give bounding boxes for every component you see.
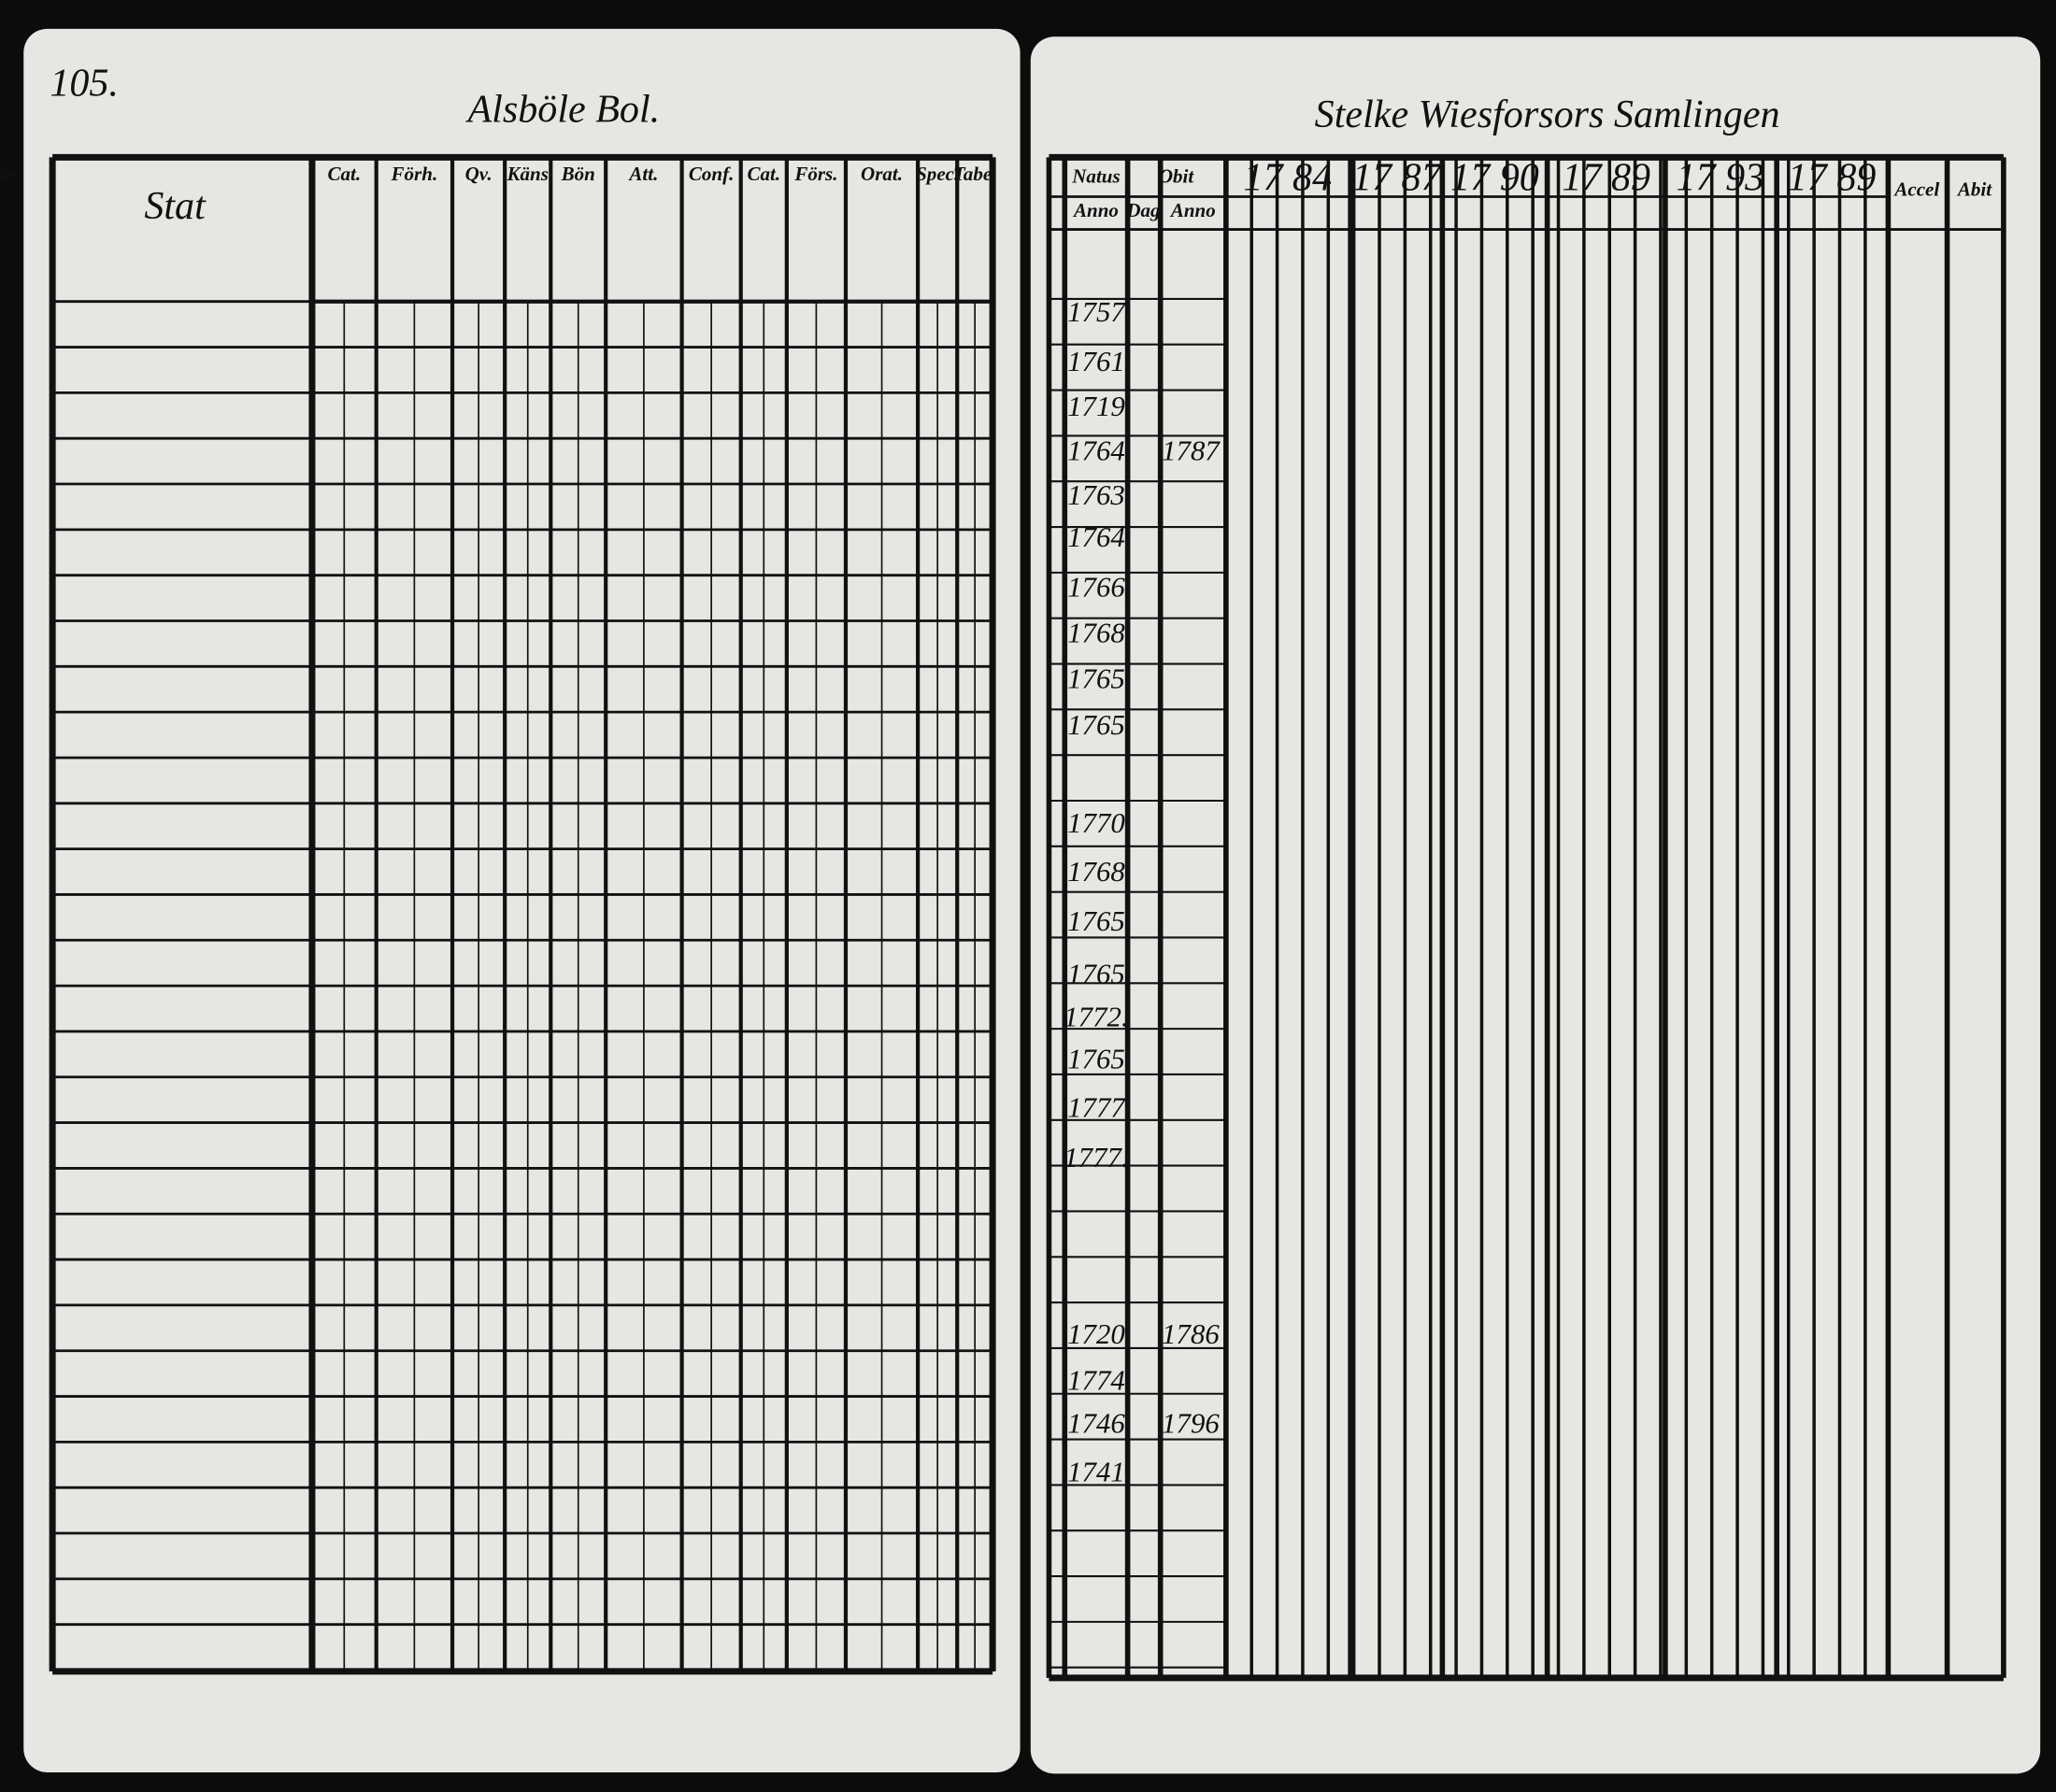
year-header: 17 89 (1562, 155, 1650, 199)
row-header: Stat (144, 184, 207, 228)
sub-header: Dag (1125, 199, 1160, 221)
extra-header: Abit (1956, 178, 1992, 201)
birth-year: 1772. (1064, 1002, 1128, 1033)
birth-year: 1765 (1067, 905, 1125, 937)
right-title: Stelke Wiesforsors Samlingen (1315, 92, 1780, 136)
sub-header: Anno (1072, 199, 1119, 221)
sub-header: Anno (1169, 199, 1216, 221)
birth-year: 1741 (1067, 1457, 1125, 1488)
column-header: Förs. (793, 163, 837, 185)
birth-year: 1765 (1067, 663, 1125, 695)
column-header: Spec. (916, 163, 959, 185)
column-header: Läs (0, 163, 15, 185)
year-header: 17 90 (1450, 155, 1539, 199)
column-header: Cat. (327, 163, 361, 185)
column-header: Bön (561, 163, 595, 185)
year-header: 17 93 (1676, 155, 1764, 199)
column-header: Att. (627, 163, 658, 185)
birth-year: 1764 (1067, 435, 1125, 467)
birth-year: 1766 (1067, 571, 1125, 603)
column-header: Orat. (861, 163, 903, 185)
birth-year: 1746 (1067, 1408, 1125, 1440)
birth-year: 1761 (1067, 346, 1125, 377)
page-number: 105. (50, 61, 119, 105)
birth-year: 1770 (1067, 807, 1125, 839)
year-header: 17 89 (1788, 155, 1877, 199)
column-header: Conf. (689, 163, 735, 185)
column-header: Käns (507, 163, 549, 185)
column-header: Qv. (465, 163, 493, 185)
birth-year: 1777. (1064, 1142, 1128, 1173)
birth-year: 1768 (1067, 856, 1125, 888)
column-header: Förh. (391, 163, 438, 185)
birth-year: 1765 (1067, 1044, 1125, 1075)
column-header: Tabe. (953, 163, 997, 185)
birth-year: 1720 (1067, 1318, 1125, 1350)
column-header: Cat. (747, 163, 780, 185)
year-header: 17 84 (1243, 155, 1332, 199)
birth-year: 1777 (1067, 1091, 1126, 1123)
year-header: 17 87 (1352, 155, 1443, 199)
left-paper (23, 28, 1021, 1772)
extra-header: Accel (1892, 178, 1939, 201)
birth-year: 1763 (1067, 479, 1125, 511)
death-year: 1787 (1162, 435, 1221, 467)
death-year: 1796 (1162, 1408, 1220, 1440)
birth-year: 1765 (1067, 958, 1125, 989)
birth-year: 1757 (1067, 296, 1126, 328)
left-title: Alsböle Bol. (464, 87, 660, 131)
column-header: Natus (1071, 165, 1120, 188)
birth-year: 1774 (1067, 1364, 1125, 1396)
birth-year: 1764 (1067, 521, 1125, 553)
birth-year: 1765 (1067, 709, 1125, 741)
death-year: 1786 (1162, 1318, 1220, 1350)
birth-year: 1719 (1067, 391, 1125, 422)
birth-year: 1768 (1067, 618, 1125, 649)
column-header: Obit (1159, 165, 1195, 188)
